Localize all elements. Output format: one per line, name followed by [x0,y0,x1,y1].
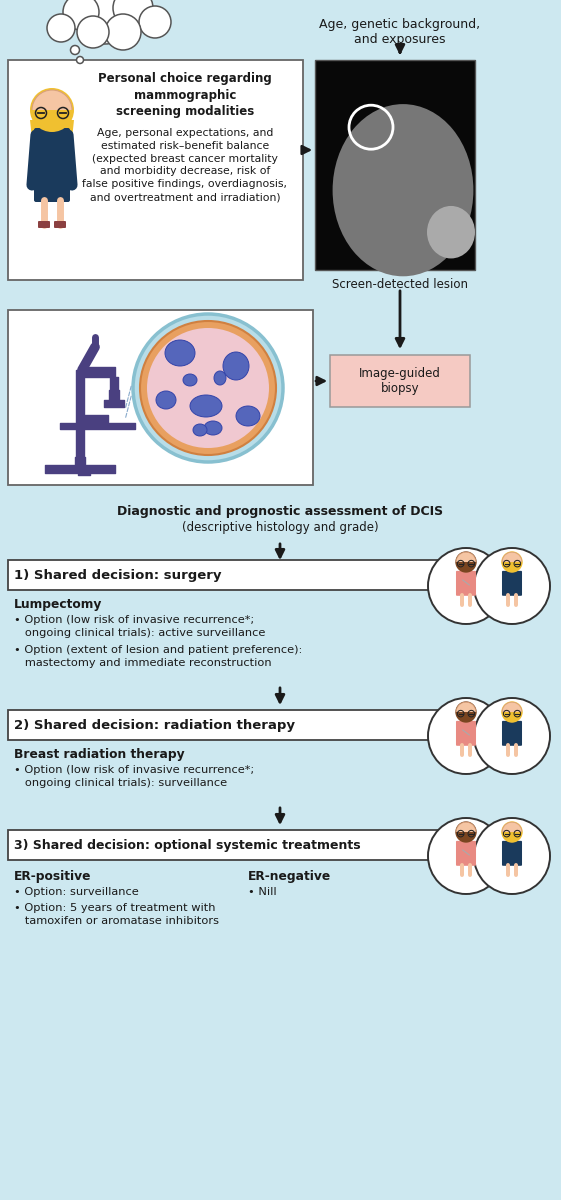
FancyBboxPatch shape [502,571,522,596]
Wedge shape [456,701,477,712]
Circle shape [428,818,504,894]
Wedge shape [502,832,523,842]
Text: Age, personal expectations, and
estimated risk–benefit balance
(expected breast : Age, personal expectations, and estimate… [82,128,287,202]
FancyBboxPatch shape [8,60,303,280]
Circle shape [456,702,476,722]
Circle shape [474,818,550,894]
FancyBboxPatch shape [34,128,70,202]
Text: Breast radiation therapy: Breast radiation therapy [14,748,185,761]
Text: • Option: surveillance: • Option: surveillance [14,887,139,898]
Circle shape [113,0,153,28]
Circle shape [105,14,141,50]
Text: ER-positive: ER-positive [14,870,91,883]
Wedge shape [456,712,466,722]
Text: 2) Shared decision: radiation therapy: 2) Shared decision: radiation therapy [14,719,295,732]
Text: • Nill: • Nill [248,887,277,898]
Circle shape [456,822,476,842]
FancyBboxPatch shape [502,841,522,866]
Wedge shape [466,562,477,572]
Wedge shape [456,821,477,832]
Circle shape [77,16,109,48]
Ellipse shape [147,328,269,448]
FancyBboxPatch shape [8,830,448,860]
FancyBboxPatch shape [456,841,476,866]
Text: • Option (extent of lesion and patient preference):
   mastectomy and immediate : • Option (extent of lesion and patient p… [14,646,302,667]
Text: • Option (low risk of invasive recurrence*;
   ongoing clinical trials): active : • Option (low risk of invasive recurrenc… [14,614,265,637]
Ellipse shape [427,206,475,258]
Ellipse shape [133,314,283,462]
Circle shape [76,56,84,64]
Wedge shape [466,832,477,842]
Circle shape [456,552,476,572]
Circle shape [32,90,72,130]
Wedge shape [456,562,466,572]
Wedge shape [502,551,523,562]
Ellipse shape [214,371,226,385]
Text: • Option: 5 years of treatment with
   tamoxifen or aromatase inhibitors: • Option: 5 years of treatment with tamo… [14,902,219,926]
Ellipse shape [183,374,197,386]
Wedge shape [456,832,466,842]
Text: Lumpectomy: Lumpectomy [14,598,102,611]
Ellipse shape [236,406,260,426]
FancyBboxPatch shape [502,721,522,746]
Text: 3) Shared decision: optional systemic treatments: 3) Shared decision: optional systemic tr… [14,839,361,852]
FancyBboxPatch shape [456,721,476,746]
Wedge shape [502,821,523,832]
Ellipse shape [204,421,222,434]
Circle shape [474,548,550,624]
FancyBboxPatch shape [8,560,448,590]
Text: Image-guided
biopsy: Image-guided biopsy [359,367,441,395]
FancyBboxPatch shape [8,710,448,740]
Ellipse shape [190,395,222,416]
Ellipse shape [156,391,176,409]
Text: Screen-detected lesion: Screen-detected lesion [332,278,468,290]
Text: Personal choice regarding
mammographic
screening modalities: Personal choice regarding mammographic s… [98,72,272,118]
Ellipse shape [223,352,249,380]
Circle shape [71,46,80,54]
Circle shape [139,6,171,38]
Circle shape [47,14,75,42]
FancyBboxPatch shape [456,571,476,596]
Wedge shape [502,562,523,572]
Ellipse shape [165,340,195,366]
Wedge shape [30,88,74,110]
Text: (descriptive histology and grade): (descriptive histology and grade) [182,521,378,534]
Text: ER-negative: ER-negative [248,870,331,883]
Circle shape [474,698,550,774]
Circle shape [502,702,522,722]
FancyBboxPatch shape [54,221,66,228]
Circle shape [502,552,522,572]
Wedge shape [466,712,477,722]
Circle shape [63,0,99,30]
FancyBboxPatch shape [330,355,470,407]
Wedge shape [502,712,523,722]
Circle shape [502,822,522,842]
Wedge shape [456,551,477,562]
Text: • Option (low risk of invasive recurrence*;
   ongoing clinical trials): surveil: • Option (low risk of invasive recurrenc… [14,766,254,787]
Wedge shape [30,110,74,132]
FancyBboxPatch shape [8,310,313,485]
FancyBboxPatch shape [38,221,50,228]
Circle shape [79,0,131,44]
Text: 1) Shared decision: surgery: 1) Shared decision: surgery [14,569,222,582]
Text: Age, genetic background,
and exposures: Age, genetic background, and exposures [319,18,481,46]
Text: Diagnostic and prognostic assessment of DCIS: Diagnostic and prognostic assessment of … [117,505,443,518]
Ellipse shape [193,424,207,436]
Circle shape [428,698,504,774]
Ellipse shape [333,104,473,276]
Circle shape [428,548,504,624]
Wedge shape [502,701,523,712]
Ellipse shape [140,320,276,455]
Bar [315,60,475,270]
